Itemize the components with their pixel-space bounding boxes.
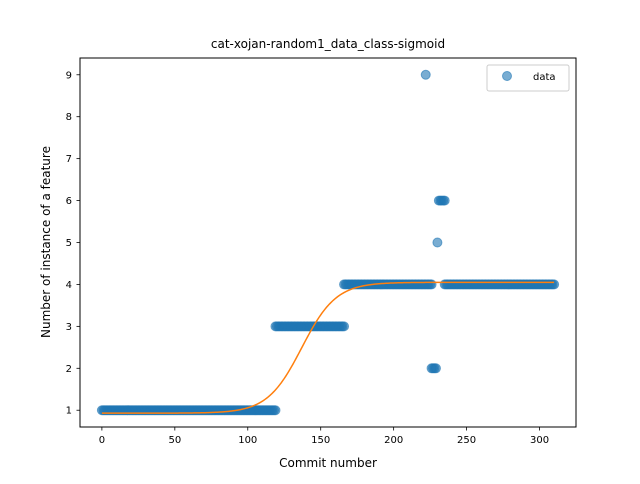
axis-ticks: 0 50 100 150 200 250 300 1 2 3 4 5 6 7 8 9 (66, 70, 549, 446)
y-tick-label: 7 (66, 154, 72, 165)
y-tick-label: 8 (66, 112, 72, 123)
y-tick-label: 2 (66, 364, 72, 375)
y-tick-label: 1 (66, 406, 72, 417)
sigmoid-fit-line (101, 281, 555, 414)
legend: data (486, 64, 570, 92)
data-point (430, 363, 441, 374)
data-point (439, 195, 450, 206)
y-tick-label: 9 (66, 70, 72, 81)
data-point (549, 279, 560, 290)
x-tick-label: 150 (311, 435, 330, 446)
data-point (432, 237, 443, 248)
chart-title: cat-xojan-random1_data_class-sigmoid (211, 37, 445, 51)
y-tick-label: 5 (66, 238, 72, 249)
data-point (339, 321, 350, 332)
data-point (420, 69, 431, 80)
legend-marker-data (502, 71, 512, 81)
y-axis-label: Number of instance of a feature (39, 146, 53, 338)
y-tick-label: 4 (66, 280, 72, 291)
x-axis-label: Commit number (279, 456, 377, 470)
x-tick-label: 50 (168, 435, 181, 446)
data-point (270, 405, 281, 416)
data-point (426, 279, 437, 290)
y-tick-label: 3 (66, 322, 72, 333)
plot-area (96, 69, 560, 416)
x-tick-label: 0 (99, 435, 105, 446)
x-tick-label: 200 (384, 435, 403, 446)
x-tick-label: 100 (238, 435, 257, 446)
x-tick-label: 250 (457, 435, 476, 446)
x-tick-label: 300 (530, 435, 549, 446)
legend-label-data: data (533, 72, 556, 83)
legend-box (486, 64, 570, 92)
y-tick-label: 6 (66, 196, 72, 207)
